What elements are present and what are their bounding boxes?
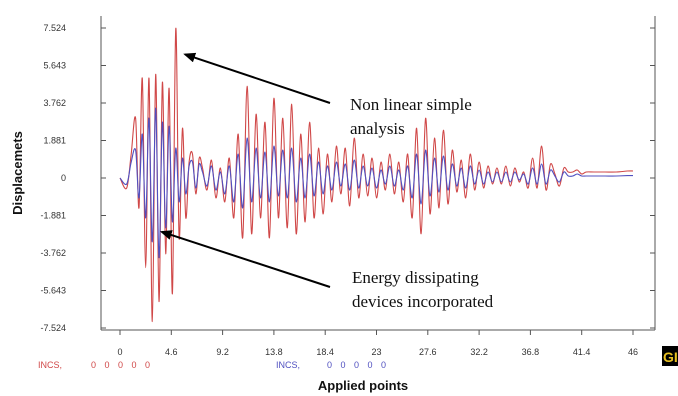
annotation-arrow (183, 52, 331, 104)
y-tick-label: -1.881 (40, 211, 66, 221)
legend-label-red: INCS, (38, 360, 62, 370)
x-tick-label: 32.2 (470, 347, 488, 357)
logo-box (662, 346, 678, 366)
y-tick-label: -7.524 (40, 323, 66, 333)
annotation-text: devices incorporated (352, 292, 494, 311)
legend-values-red: 0 0 0 0 0 (91, 360, 153, 370)
logo-text: GI (663, 349, 678, 365)
y-tick-label: -5.643 (40, 286, 66, 296)
x-axis-ticks: 0 4.6 9.2 13.8 18.4 23 27.6 32.2 36.8 41.4 46 (117, 330, 638, 357)
y-tick-label: 3.762 (43, 98, 66, 108)
x-axis-title: Applied points (318, 378, 408, 393)
annotation-text: analysis (350, 119, 405, 138)
y-axis-ticks: 7.524 5.643 3.762 1.881 0 -1.881 -3.762 -5.643 -… (40, 23, 655, 333)
y-tick-label: 0 (61, 173, 66, 183)
legend-label-blue: INCS, (276, 360, 300, 370)
x-tick-label: 23 (371, 347, 381, 357)
x-tick-label: 27.6 (419, 347, 437, 357)
series-line-blue (119, 107, 634, 259)
annotation-text: Energy dissipating (352, 268, 479, 287)
x-tick-label: 0 (117, 347, 122, 357)
logo: GI (662, 346, 678, 366)
legend-values-blue: 0 0 0 0 0 (327, 360, 389, 370)
y-tick-label: 1.881 (43, 136, 66, 146)
plot-frame (100, 16, 656, 331)
x-tick-label: 4.6 (165, 347, 178, 357)
annotation-text: Non linear simple (350, 95, 472, 114)
x-tick-label: 13.8 (265, 347, 283, 357)
y-axis-title: Displacemets (10, 131, 25, 215)
y-tick-label: 7.524 (43, 23, 66, 33)
x-tick-label: 36.8 (522, 347, 540, 357)
x-tick-label: 41.4 (573, 347, 591, 357)
y-tick-label: -3.762 (40, 248, 66, 258)
x-tick-label: 18.4 (316, 347, 334, 357)
annotation-arrow (159, 230, 331, 288)
x-tick-label: 9.2 (216, 347, 229, 357)
series-layer (119, 27, 634, 323)
x-tick-label: 46 (628, 347, 638, 357)
y-tick-label: 5.643 (43, 61, 66, 71)
legend: INCS, 0 0 0 0 0 INCS, 0 0 0 0 0 (38, 360, 389, 370)
annotations: Non linear simple analysis Energy dissipat… (159, 52, 494, 311)
